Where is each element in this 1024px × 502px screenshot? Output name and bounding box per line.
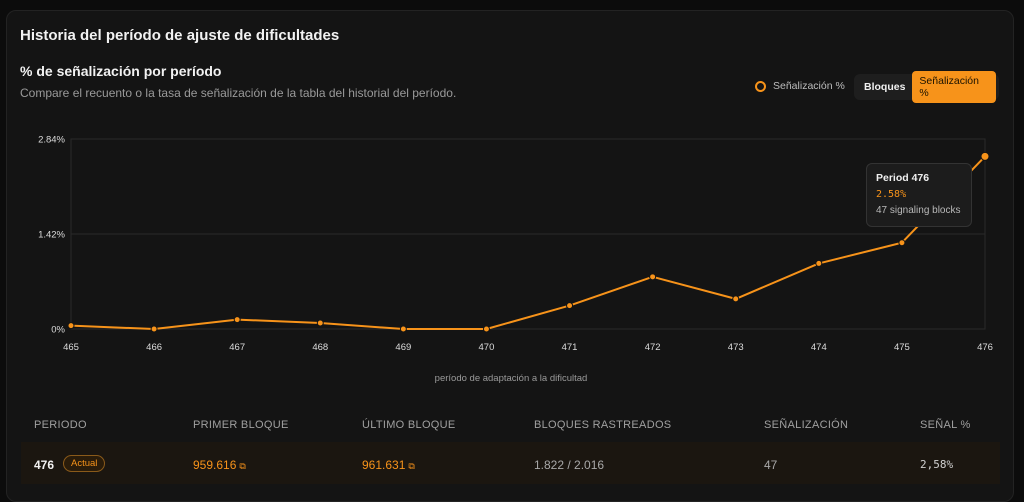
last-block-link[interactable]: 961.631 ⧉ (362, 458, 415, 472)
y-tick-label: 0% (51, 325, 65, 336)
legend-label: Señalización % (773, 80, 845, 92)
y-tick-label: 2.84% (38, 135, 65, 146)
y-tick-label: 1.42% (38, 230, 65, 241)
tooltip-value: 2.58% (876, 189, 907, 200)
page-title: Historia del período de ajuste de dificu… (20, 27, 340, 44)
x-tick-label: 473 (728, 342, 744, 353)
x-tick-label: 476 (977, 342, 993, 353)
tooltip-title: Period 476 (876, 172, 930, 184)
data-point (316, 319, 324, 327)
data-point (399, 325, 407, 333)
col-header-first-block: PRIMER BLOQUE (193, 419, 289, 431)
first-block-link[interactable]: 959.616 ⧉ (193, 458, 246, 472)
row-tracked: 1.822 / 2.016 (534, 458, 605, 472)
data-point (150, 325, 158, 333)
external-link-icon: ⧉ (408, 461, 415, 471)
row-signaling: 47 (764, 458, 778, 472)
data-point (67, 322, 75, 330)
x-tick-label: 471 (562, 342, 578, 353)
x-tick-label: 472 (645, 342, 661, 353)
data-point (649, 273, 657, 281)
toggle-blocks-button[interactable]: Bloques (864, 81, 906, 93)
section-title: % de señalización por período (20, 63, 222, 79)
col-header-tracked: BLOQUES RASTREADOS (534, 419, 672, 431)
data-point (732, 295, 740, 303)
data-point (898, 239, 906, 247)
section-description: Compare el recuento o la tasa de señaliz… (20, 86, 457, 100)
col-header-signal-pct: SEÑAL % (920, 419, 971, 431)
col-header-last-block: ÚLTIMO BLOQUE (362, 419, 456, 431)
current-badge: Actual (63, 455, 106, 472)
legend-marker (755, 80, 766, 92)
x-tick-label: 465 (63, 342, 79, 353)
view-toggle: Bloques Señalización % (854, 71, 999, 103)
x-tick-label: 467 (229, 342, 245, 353)
first-block-value: 959.616 (193, 458, 237, 472)
x-tick-label: 474 (811, 342, 827, 353)
series-line (70, 155, 986, 330)
data-point (980, 151, 990, 161)
last-block-value: 961.631 (362, 458, 406, 472)
row-signal-pct: 2,58% (920, 458, 954, 471)
x-tick-label: 470 (479, 342, 495, 353)
x-tick-label: 475 (894, 342, 910, 353)
x-tick-label: 468 (312, 342, 328, 353)
table-row[interactable] (21, 442, 1000, 484)
col-header-period: PERIODO (34, 419, 87, 431)
tooltip-detail: 47 signaling blocks (876, 205, 961, 216)
x-tick-label: 469 (395, 342, 411, 353)
x-tick-label: 466 (146, 342, 162, 353)
data-point (482, 325, 490, 333)
external-link-icon: ⧉ (239, 461, 246, 471)
data-point (233, 316, 241, 324)
data-point (815, 259, 823, 267)
row-period: 476 (34, 458, 55, 472)
toggle-signal-button[interactable]: Señalización % (912, 71, 996, 103)
data-point (566, 302, 574, 310)
chart-legend: Señalización % (755, 80, 845, 92)
col-header-signaling: SEÑALIZACIÓN (764, 419, 849, 431)
x-axis-label: período de adaptación a la dificultad (435, 373, 588, 384)
chart-tooltip: Period 476 2.58% 47 signaling blocks (866, 163, 972, 227)
